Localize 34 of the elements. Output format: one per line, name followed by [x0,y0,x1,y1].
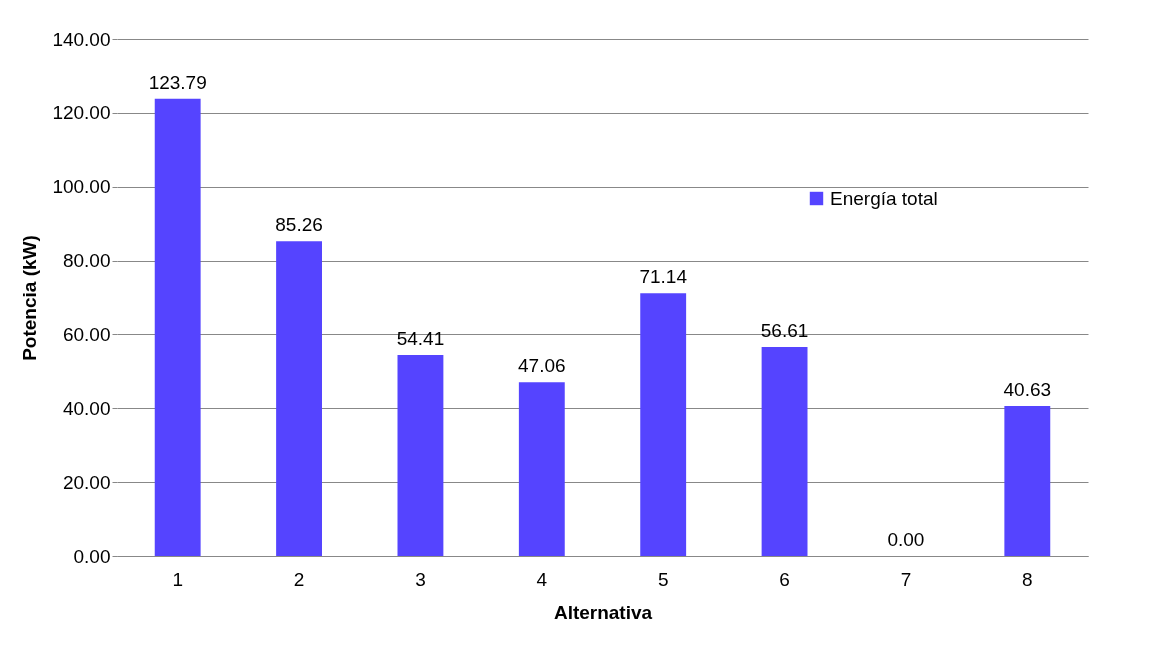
legend-label: Energía total [830,187,938,209]
x-axis-title: Alternativa [553,601,653,623]
y-tick-label: 40.00 [62,397,111,419]
y-tick-label: 100.00 [52,176,111,198]
bar [397,355,444,556]
x-tick-label: 2 [293,568,305,590]
x-tick-label: 3 [415,568,426,590]
y-axis-title: Potencia (kW) [19,235,41,361]
bar [154,98,201,556]
x-tick-label: 6 [779,568,790,590]
y-tick-label: 0.00 [73,545,111,567]
data-label: 47.06 [518,355,566,377]
y-tick-label: 140.00 [52,28,111,50]
y-tick-label: 120.00 [52,102,111,124]
x-tick-label: 7 [900,568,912,590]
x-tick-label: 8 [1022,568,1033,590]
data-label: 123.79 [148,71,207,93]
bar [1004,405,1051,556]
data-label: 71.14 [639,266,688,288]
x-tick-label: 4 [536,568,548,590]
data-label: 54.41 [396,328,445,350]
y-tick-label: 20.00 [62,471,111,493]
bar [761,346,808,556]
bar [640,293,687,556]
data-label: 40.63 [1003,378,1052,400]
x-tick-label: 5 [657,568,669,590]
bar [518,382,565,556]
data-label: 56.61 [760,319,809,341]
x-tick-label: 1 [172,568,183,590]
data-label: 85.26 [275,214,323,236]
y-tick-label: 80.00 [62,250,111,272]
data-label: 0.00 [887,529,925,550]
bar [276,241,322,556]
y-tick-label: 60.00 [62,323,111,345]
